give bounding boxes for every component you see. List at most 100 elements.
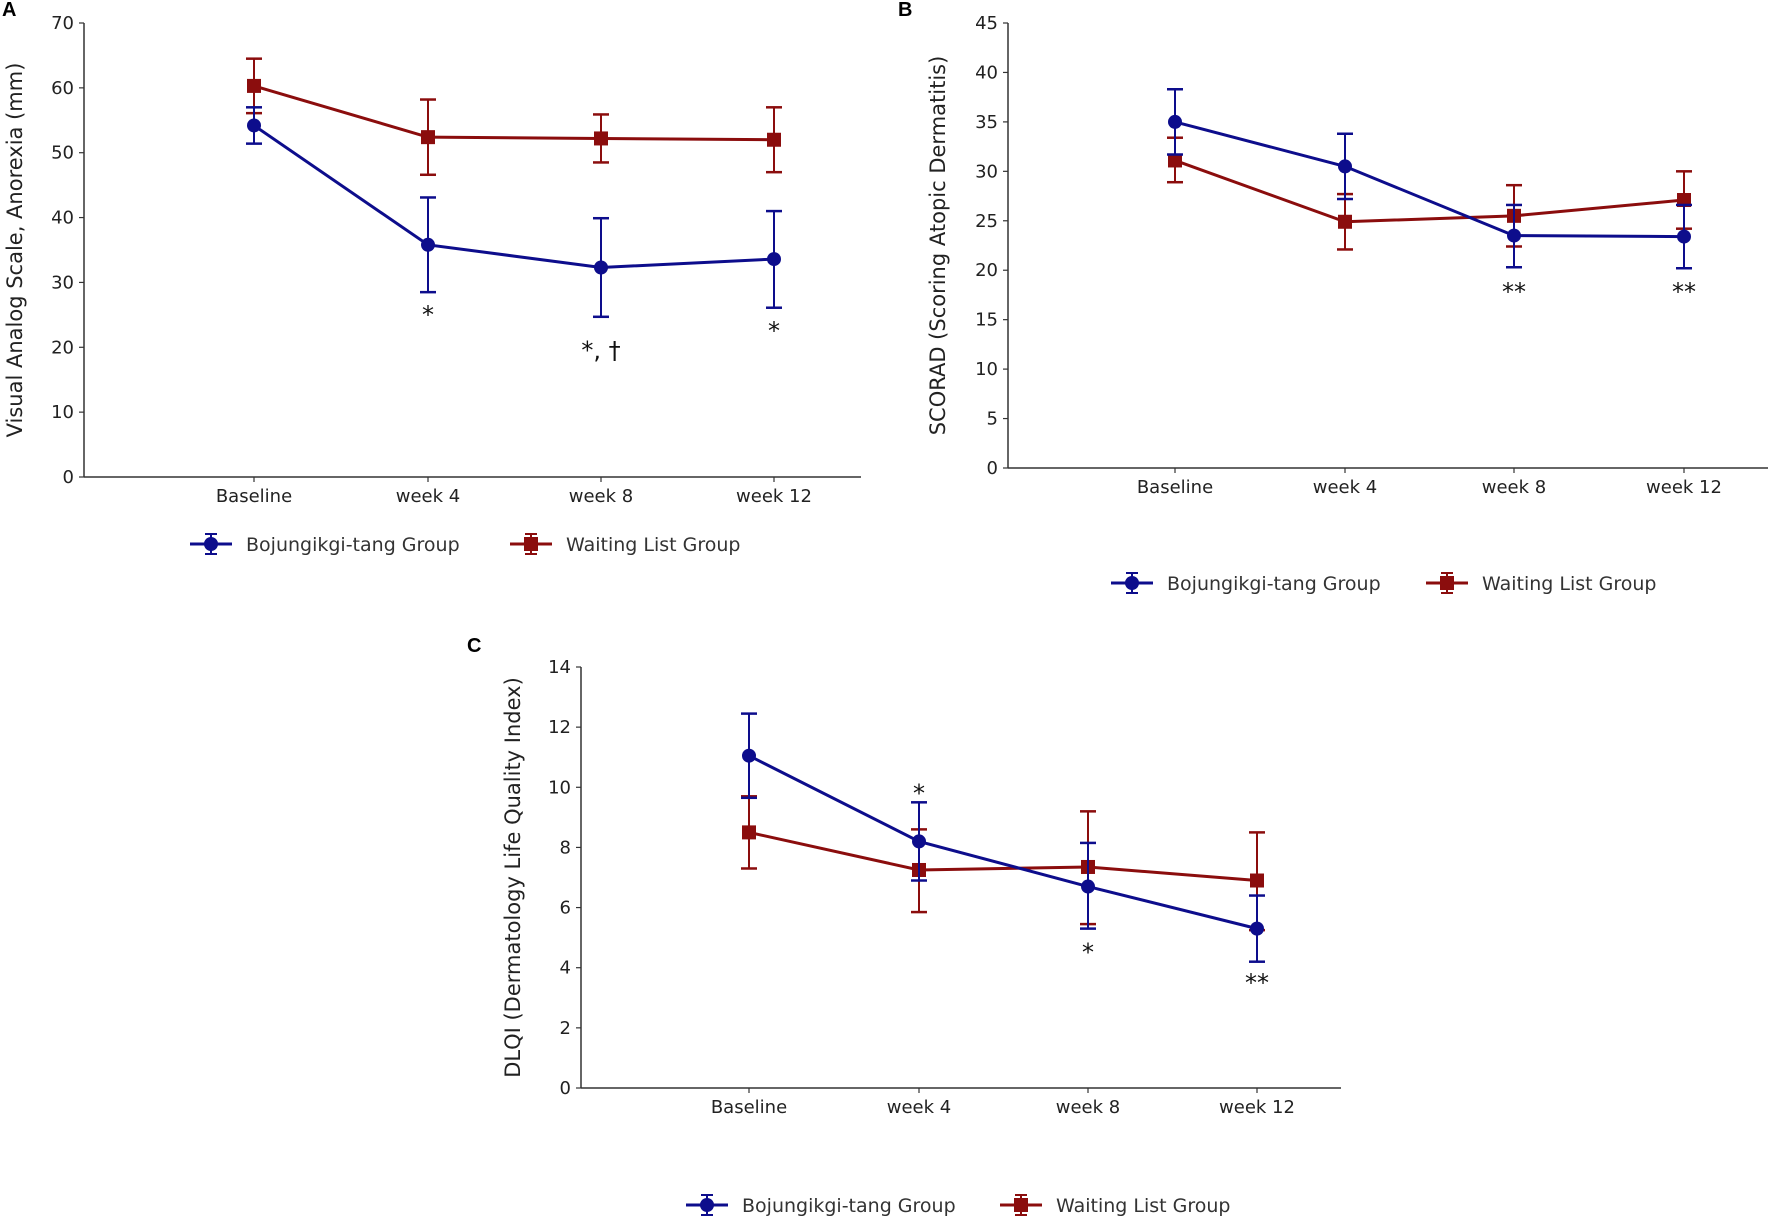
series-waiting xyxy=(246,57,782,177)
legend-marker xyxy=(204,537,218,551)
significance-annotation: * xyxy=(1082,939,1094,967)
y-tick-label: 2 xyxy=(560,1018,571,1039)
data-point xyxy=(421,237,435,252)
series-line xyxy=(253,84,775,142)
legend-item-waiting: Waiting List Group xyxy=(1426,572,1656,595)
data-point xyxy=(742,748,756,763)
data-point xyxy=(767,132,781,147)
data-point xyxy=(1338,214,1352,229)
y-axis-label: SCORAD (Scoring Atopic Dermatitis) xyxy=(926,56,950,436)
y-axis-label: DLQI (Dermatology Life Quality Index) xyxy=(501,677,525,1078)
data-point xyxy=(594,260,608,275)
y-tick-label: 15 xyxy=(975,310,998,331)
y-tick-label: 70 xyxy=(51,13,74,34)
y-tick-label: 10 xyxy=(975,359,998,380)
data-point xyxy=(767,252,781,267)
legend: Bojungikgi-tang Group Waiting List Group xyxy=(1111,572,1656,595)
y-tick-label: 20 xyxy=(51,337,74,358)
y-tick-label: 0 xyxy=(63,467,74,488)
series-line xyxy=(1174,120,1685,239)
x-tick-label: week 12 xyxy=(1219,1097,1295,1118)
y-tick-label: 10 xyxy=(548,777,571,798)
x-tick-label: Baseline xyxy=(216,486,292,507)
data-point xyxy=(1250,873,1264,888)
chart-panel-c: C 0 2 4 6 8 10 12 14 Baseline week 4 week 8 week 12 D… xyxy=(467,635,1341,1217)
chart-panel-a: A 0 10 20 30 40 50 60 70 Baseline week 4 week 8 week… xyxy=(2,0,861,556)
significance-annotation: *, † xyxy=(581,337,620,365)
y-tick-label: 30 xyxy=(975,161,998,182)
y-tick-label: 4 xyxy=(560,958,571,979)
legend: Bojungikgi-tang Group Waiting List Group xyxy=(686,1194,1230,1217)
x-tick-label: week 12 xyxy=(1646,477,1722,498)
legend-marker xyxy=(1440,576,1454,590)
legend-marker xyxy=(1125,576,1139,590)
data-point xyxy=(912,834,926,849)
data-point xyxy=(247,118,261,133)
data-point xyxy=(594,131,608,146)
significance-annotation: * xyxy=(768,317,780,345)
legend-marker xyxy=(1014,1198,1028,1212)
y-tick-label: 8 xyxy=(560,837,571,858)
legend-label: Waiting List Group xyxy=(1482,573,1656,595)
panel-label: B xyxy=(898,0,912,21)
significance-annotation: * xyxy=(422,301,434,329)
x-tick-label: week 8 xyxy=(1482,477,1546,498)
legend: Bojungikgi-tang Group Waiting List Group xyxy=(190,533,740,556)
significance-annotation: ** xyxy=(1502,278,1526,306)
series-bojungikgi xyxy=(741,712,1265,963)
legend-label: Bojungikgi-tang Group xyxy=(1167,573,1381,595)
legend-item-waiting: Waiting List Group xyxy=(1000,1194,1230,1217)
legend-item-bojungikgi: Bojungikgi-tang Group xyxy=(686,1194,956,1217)
series-waiting xyxy=(1167,136,1692,251)
y-tick-label: 0 xyxy=(560,1078,571,1099)
data-point xyxy=(1081,879,1095,894)
chart-panel-b: B 0 5 10 15 20 25 30 35 40 45 Baseline week 4 week 8 w… xyxy=(898,0,1768,595)
series-bojungikgi xyxy=(246,106,782,319)
y-tick-label: 45 xyxy=(975,13,998,34)
legend-marker xyxy=(524,537,538,551)
legend-label: Bojungikgi-tang Group xyxy=(742,1195,956,1217)
panel-label: A xyxy=(2,0,16,21)
series-line xyxy=(748,830,1258,883)
y-tick-label: 14 xyxy=(548,657,571,678)
y-tick-label: 25 xyxy=(975,211,998,232)
series-line xyxy=(253,124,775,270)
y-axis-label: Visual Analog Scale, Anorexia (mm) xyxy=(3,63,27,438)
y-tick-label: 12 xyxy=(548,717,571,738)
data-point xyxy=(1250,921,1264,936)
significance-annotation: * xyxy=(913,779,925,807)
x-tick-label: week 8 xyxy=(569,486,633,507)
legend-item-bojungikgi: Bojungikgi-tang Group xyxy=(190,533,460,556)
legend-label: Waiting List Group xyxy=(566,534,740,556)
x-tick-label: Baseline xyxy=(711,1097,787,1118)
data-point xyxy=(1507,228,1521,243)
data-point xyxy=(742,825,756,840)
x-tick-label: week 4 xyxy=(1313,477,1377,498)
y-tick-label: 0 xyxy=(987,458,998,479)
legend-label: Waiting List Group xyxy=(1056,1195,1230,1217)
significance-annotation: ** xyxy=(1245,969,1269,997)
y-tick-label: 35 xyxy=(975,112,998,133)
data-point xyxy=(1168,114,1182,129)
series-line xyxy=(1174,159,1685,224)
series-line xyxy=(748,754,1258,931)
x-tick-label: Baseline xyxy=(1137,477,1213,498)
y-tick-label: 30 xyxy=(51,272,74,293)
y-tick-label: 5 xyxy=(987,409,998,430)
y-tick-label: 60 xyxy=(51,78,74,99)
x-tick-label: week 4 xyxy=(396,486,460,507)
legend-item-bojungikgi: Bojungikgi-tang Group xyxy=(1111,572,1381,595)
data-point xyxy=(1338,159,1352,174)
legend-label: Bojungikgi-tang Group xyxy=(246,534,460,556)
legend-item-waiting: Waiting List Group xyxy=(510,533,740,556)
x-tick-label: week 4 xyxy=(887,1097,951,1118)
data-point xyxy=(421,130,435,145)
y-tick-label: 40 xyxy=(51,208,74,229)
significance-annotation: ** xyxy=(1672,278,1696,306)
y-tick-label: 10 xyxy=(51,402,74,423)
data-point xyxy=(1168,153,1182,168)
x-tick-label: week 12 xyxy=(736,486,812,507)
data-point xyxy=(247,78,261,93)
data-point xyxy=(1677,193,1691,208)
